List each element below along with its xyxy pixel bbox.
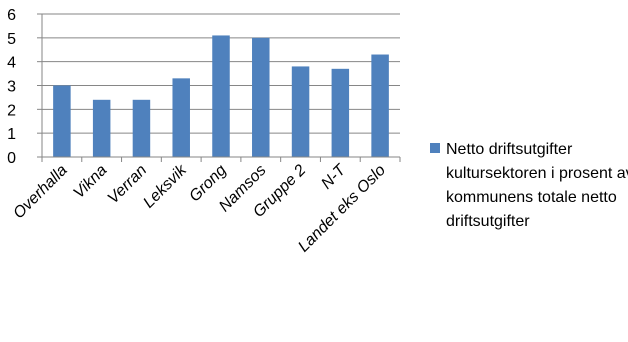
x-category-label: Overhalla	[10, 162, 71, 223]
x-category-labels: Overhalla ViknaVerranLeksvikGrongNamsosGr…	[10, 161, 389, 256]
bars	[53, 35, 389, 158]
legend-swatch	[430, 143, 440, 153]
bar-overhalla	[53, 85, 71, 157]
x-category-label: Leksvik	[140, 161, 190, 211]
y-tick-label: 6	[7, 7, 16, 24]
y-tick-label: 2	[7, 102, 16, 119]
bar-namsos	[252, 37, 270, 158]
bar-grong	[212, 35, 230, 158]
bar-gruppe-2	[291, 66, 310, 157]
y-tick-label: 3	[7, 79, 16, 96]
y-tick-label: 4	[7, 55, 16, 72]
bar-n-t	[331, 68, 350, 157]
x-category-label: N-T	[318, 161, 350, 193]
y-tick-label: 5	[7, 31, 16, 48]
bar-landet-eks-oslo	[371, 54, 389, 158]
bar-verran	[132, 99, 151, 157]
y-tick-labels: 0 1 2 3 4 5 6	[7, 7, 42, 167]
y-tick-label: 1	[7, 126, 16, 143]
y-tick-label: 0	[7, 150, 16, 167]
bar-vikna	[92, 99, 111, 157]
legend-label: Netto driftsutgifter kultursektoren i pr…	[446, 141, 628, 230]
bar-leksvik	[172, 78, 190, 157]
legend: Netto driftsutgifter kultursektoren i pr…	[430, 138, 628, 234]
